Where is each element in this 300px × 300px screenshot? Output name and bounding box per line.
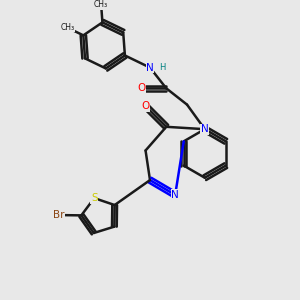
Text: CH₃: CH₃ — [94, 0, 108, 9]
Text: H: H — [159, 62, 166, 71]
Text: Br: Br — [53, 210, 65, 220]
Text: N: N — [146, 63, 154, 73]
Text: CH₃: CH₃ — [60, 23, 74, 32]
Text: O: O — [137, 83, 145, 93]
Text: O: O — [141, 101, 150, 111]
Text: N: N — [171, 190, 179, 200]
Text: S: S — [91, 193, 98, 203]
Text: N: N — [201, 124, 208, 134]
